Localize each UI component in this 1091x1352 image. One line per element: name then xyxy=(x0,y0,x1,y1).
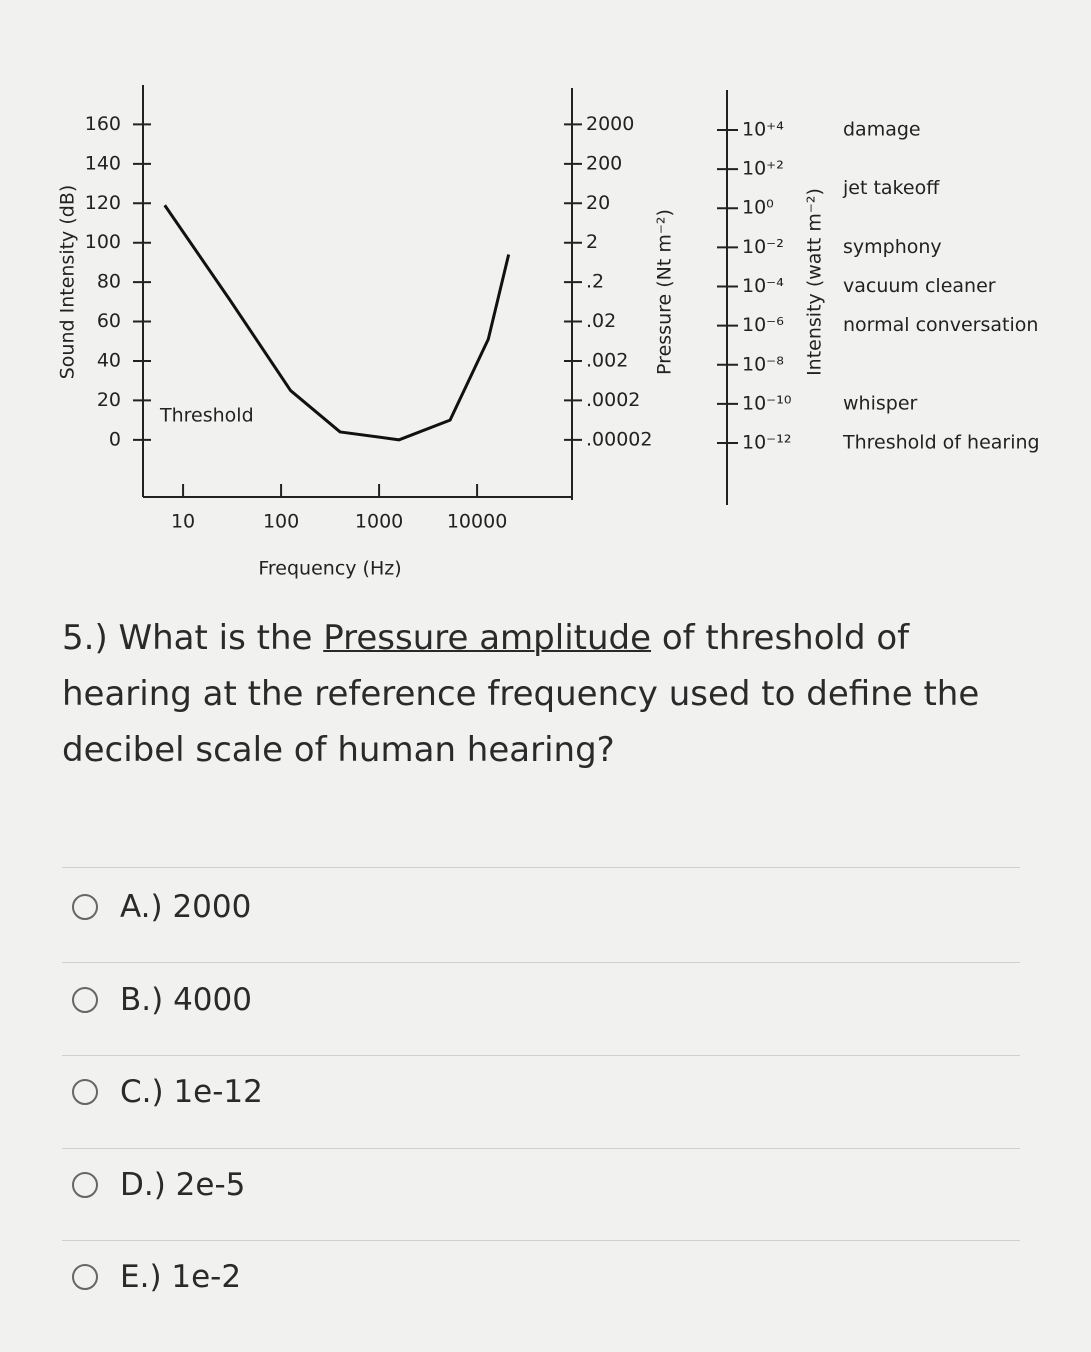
intensity-tick-label: 10⁺⁴ xyxy=(742,118,784,140)
pressure-tick-label: .00002 xyxy=(586,428,652,450)
x-tick-label: 10 xyxy=(171,511,195,533)
pressure-tick-label: 200 xyxy=(586,152,622,174)
source-label: symphony xyxy=(843,236,942,258)
y-tick-label: 140 xyxy=(85,152,121,174)
y-tick-label: 40 xyxy=(97,349,121,371)
y-axis-title: Sound Intensity (dB) xyxy=(57,185,79,380)
option[interactable]: A.) 2000 xyxy=(72,887,251,927)
threshold-curve xyxy=(163,204,511,442)
intensity-tick-label: 10⁰ xyxy=(742,197,774,219)
pressure-tick-label: 20 xyxy=(586,192,610,214)
intensity-tick-label: 10⁻¹² xyxy=(742,432,791,454)
annotation: Threshold xyxy=(159,405,254,427)
divider xyxy=(62,867,1020,868)
option-label: A.) 2000 xyxy=(120,889,252,925)
divider xyxy=(62,1055,1020,1056)
option[interactable]: D.) 2e-5 xyxy=(72,1165,245,1205)
source-label: Threshold of hearing xyxy=(842,432,1040,454)
y-tick-label: 100 xyxy=(85,231,121,253)
pressure-tick-label: .2 xyxy=(586,271,604,293)
pressure-axis-title: Pressure (Nt m⁻²) xyxy=(654,209,676,375)
pressure-tick-label: .02 xyxy=(586,310,616,332)
intensity-tick-label: 10⁻² xyxy=(742,236,784,258)
radio[interactable] xyxy=(72,1079,98,1105)
intensity-tick-label: 10⁻⁸ xyxy=(742,353,784,375)
x-axis-title: Frequency (Hz) xyxy=(258,558,401,580)
y-tick-label: 80 xyxy=(97,271,121,293)
option-label: B.) 4000 xyxy=(120,981,252,1018)
source-label: jet takeoff xyxy=(842,177,940,199)
y-tick-label: 0 xyxy=(109,428,121,450)
intensity-tick-label: 10⁻⁶ xyxy=(742,314,784,336)
option-label: D.) 2e-5 xyxy=(120,1166,246,1203)
y-tick-label: 160 xyxy=(85,113,121,135)
radio[interactable] xyxy=(72,986,98,1013)
source-label: normal conversation xyxy=(843,314,1038,336)
source-label: vacuum cleaner xyxy=(843,275,996,297)
intensity-tick-label: 10⁻¹⁰ xyxy=(742,392,791,414)
option-label: C.) 1e-12 xyxy=(120,1074,263,1110)
pressure-tick-label: 2 xyxy=(586,231,598,253)
y-tick-label: 20 xyxy=(97,389,121,411)
divider xyxy=(62,962,1020,963)
x-tick-label: 1000 xyxy=(355,511,403,533)
option[interactable]: C.) 1e-12 xyxy=(72,1072,263,1112)
option-label: E.) 1e-2 xyxy=(120,1259,242,1295)
x-tick-label: 10000 xyxy=(447,511,507,533)
radio[interactable] xyxy=(72,1264,98,1290)
intensity-tick-label: 10⁺² xyxy=(742,158,784,180)
pressure-tick-label: .0002 xyxy=(586,389,640,411)
divider xyxy=(62,1148,1020,1149)
intensity-tick-label: 10⁻⁴ xyxy=(742,275,784,297)
question-emphasis: Pressure amplitude xyxy=(323,618,652,658)
y-tick-label: 60 xyxy=(97,310,121,332)
pressure-tick-label: .002 xyxy=(586,349,628,371)
pressure-tick-label: 2000 xyxy=(586,113,634,135)
question-text: of threshold of hearing at the reference… xyxy=(62,618,980,770)
chart: Sound Intensity (dB) Frequency (Hz) Thre… xyxy=(57,85,1040,580)
question: 5.) What is the Pressure amplitude of th… xyxy=(62,610,992,778)
y-tick-label: 120 xyxy=(85,192,121,214)
radio[interactable] xyxy=(72,1171,98,1198)
x-tick-label: 100 xyxy=(263,511,299,533)
divider xyxy=(62,1240,1020,1241)
source-label: damage xyxy=(843,118,921,140)
question-text: 5.) What is the xyxy=(62,618,324,658)
source-label: whisper xyxy=(843,392,918,414)
intensity-axis-title: Intensity (watt m⁻²) xyxy=(804,188,826,376)
option[interactable]: B.) 4000 xyxy=(72,980,252,1020)
radio[interactable] xyxy=(72,894,98,920)
option[interactable]: E.) 1e-2 xyxy=(72,1257,241,1297)
